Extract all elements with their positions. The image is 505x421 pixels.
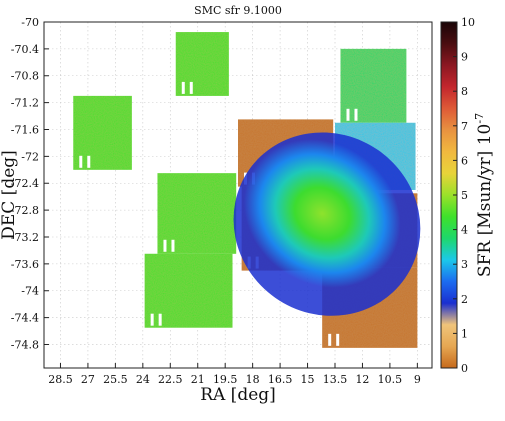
colorbar-tick-label: 2 — [461, 293, 468, 306]
x-tick-label: 15 — [301, 373, 315, 386]
x-tick-label: 28.5 — [48, 373, 73, 386]
tile-fill — [73, 95, 132, 170]
tile-fill — [144, 253, 233, 328]
colorbar-tick-label: 3 — [461, 258, 468, 271]
y-tick-label: -71.6 — [11, 123, 39, 136]
colorbar-tick-label: 5 — [461, 189, 468, 202]
sky-tile — [73, 95, 132, 170]
y-tick-label: -73.2 — [11, 231, 39, 244]
y-tick-label: -74 — [21, 285, 39, 298]
tile-gap — [189, 81, 193, 94]
tile-gap — [163, 239, 167, 252]
x-tick-label: 25.5 — [103, 373, 128, 386]
sky-tile — [340, 48, 407, 123]
tile-gap — [336, 333, 340, 346]
colorbar-label-group: SFR [Msun/yr] 10-7 — [473, 113, 495, 277]
plot-frame — [43, 21, 433, 369]
tile-gap — [87, 155, 91, 168]
y-axis-label: DEC [deg] — [0, 150, 19, 240]
y-tick-label: -72.4 — [11, 177, 39, 190]
x-tick-label: 13.5 — [323, 373, 348, 386]
y-tick-labels: -70 -70.4 -70.8 -71.2 -71.6 -72 -72.4 -72.8 -73.… — [11, 16, 49, 351]
y-tick-label: -70.8 — [11, 70, 39, 83]
x-tick-label: 12 — [355, 373, 369, 386]
y-tick-label: -73.6 — [11, 258, 39, 271]
tile-layer — [73, 32, 421, 348]
colorbar-label-exponent: -7 — [473, 113, 486, 124]
x-tick-label: 22.5 — [158, 373, 183, 386]
colorbar-ticks: 0 1 2 3 4 5 6 7 8 9 10 — [453, 16, 475, 375]
tile-fill — [157, 173, 237, 254]
x-tick-labels: 28.5 27 25.5 24 22.5 21 19.5 18 16.5 15 13.5 12 10.5… — [48, 363, 421, 386]
smc-core — [243, 139, 401, 288]
colorbar-tick-label: 7 — [461, 120, 468, 133]
colorbar-tick-label: 10 — [461, 16, 475, 29]
tile-gap — [328, 333, 332, 346]
colorbar-tick-label: 9 — [461, 51, 468, 64]
x-tick-label: 9 — [414, 373, 421, 386]
x-tick-label: 16.5 — [268, 373, 293, 386]
sky-tile — [144, 253, 233, 328]
colorbar-label: SFR [Msun/yr] 10-7 — [473, 113, 495, 277]
y-tick-label: -71.2 — [11, 97, 39, 110]
x-tick-label: 19.5 — [213, 373, 238, 386]
colorbar-tick-label: 1 — [461, 327, 468, 340]
y-tick-label: -74.8 — [11, 338, 39, 351]
y-tick-label: -74.4 — [11, 312, 39, 325]
y-tick-label: -70 — [21, 16, 39, 29]
colorbar-label-main: SFR [Msun/yr] 10 — [475, 124, 495, 277]
colorbar-tick-label: 6 — [461, 154, 468, 167]
colorbar-tick-label: 4 — [461, 224, 468, 237]
x-axis-label: RA [deg] — [200, 385, 276, 405]
sky-tile — [157, 173, 237, 254]
sky-tile — [175, 32, 229, 96]
tile-fill — [340, 48, 407, 123]
y-tick-label: -72.8 — [11, 204, 39, 217]
tile-gap — [79, 155, 83, 168]
x-tick-label: 18 — [246, 373, 260, 386]
tile-gap — [354, 108, 358, 121]
chart-title: SMC sfr 9.1000 — [194, 4, 282, 17]
tile-gap — [150, 313, 154, 326]
tile-gap — [181, 81, 185, 94]
x-tick-label: 24 — [136, 373, 150, 386]
x-tick-label: 21 — [191, 373, 205, 386]
colorbar-tick-label: 0 — [461, 362, 468, 375]
y-tick-label: -70.4 — [11, 43, 39, 56]
x-tick-label: 27 — [81, 373, 95, 386]
tile-gap — [158, 313, 162, 326]
x-tick-label: 10.5 — [378, 373, 403, 386]
colorbar-tick-label: 8 — [461, 85, 468, 98]
y-tick-label: -72 — [21, 150, 39, 163]
tile-gap — [346, 108, 350, 121]
tile-gap — [171, 239, 175, 252]
